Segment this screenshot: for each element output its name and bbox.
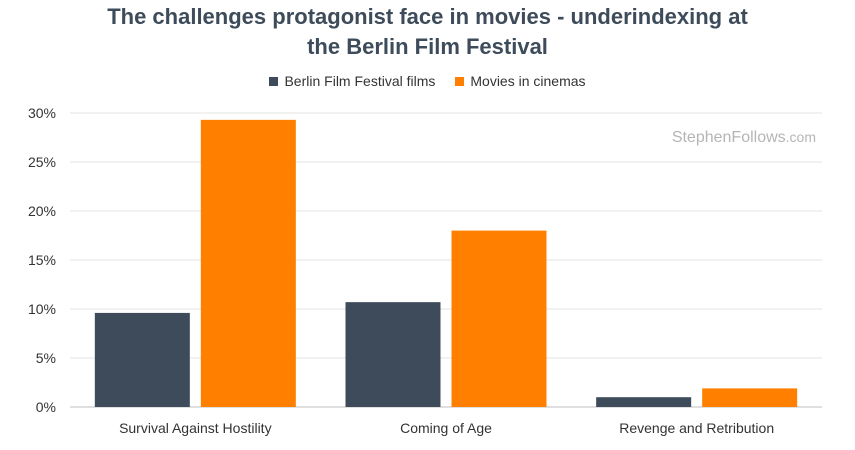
y-tick-label: 15% (28, 252, 56, 268)
legend-swatch-cinemas (455, 76, 465, 86)
bar-cinemas (702, 388, 798, 407)
watermark: StephenFollows.com (672, 129, 816, 146)
x-tick-label: Coming of Age (400, 420, 492, 436)
legend-item-cinemas: Movies in cinemas (455, 73, 586, 89)
bar-berlin (94, 312, 190, 407)
y-tick-label: 5% (36, 350, 56, 366)
chart-title-line-2: the Berlin Film Festival (307, 34, 548, 59)
bar-berlin (596, 397, 692, 407)
y-tick-label: 20% (28, 203, 56, 219)
legend-label-berlin: Berlin Film Festival films (284, 73, 436, 89)
bar-berlin (345, 302, 441, 407)
bar-cinemas (451, 230, 547, 407)
y-tick-label: 10% (28, 301, 56, 317)
watermark-brand: StephenFollows (672, 129, 786, 146)
watermark-suffix: .com (786, 129, 816, 145)
x-tick-label: Revenge and Retribution (619, 420, 774, 436)
y-tick-label: 30% (28, 105, 56, 121)
y-tick-label: 0% (36, 399, 56, 415)
legend: Berlin Film Festival films Movies in cin… (0, 73, 855, 89)
legend-item-berlin: Berlin Film Festival films (269, 73, 435, 89)
y-tick-label: 25% (28, 154, 56, 170)
chart-title-line-1: The challenges protagonist face in movie… (107, 4, 748, 29)
chart-title: The challenges protagonist face in movie… (0, 2, 855, 62)
legend-label-cinemas: Movies in cinemas (470, 73, 586, 89)
bar-cinemas (200, 119, 296, 408)
x-tick-label: Survival Against Hostility (119, 420, 272, 436)
legend-swatch-berlin (269, 76, 279, 86)
